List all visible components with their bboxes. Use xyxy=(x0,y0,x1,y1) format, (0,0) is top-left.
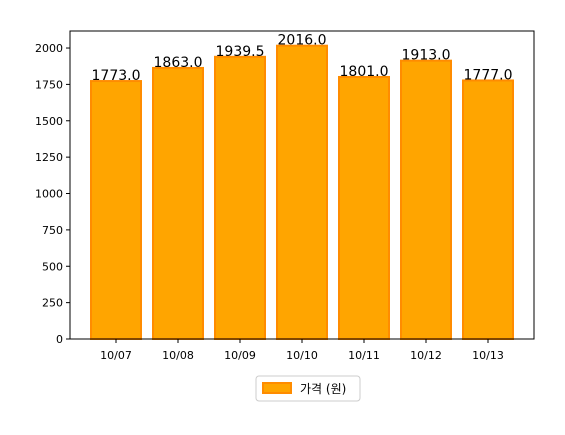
bar-10-10 xyxy=(276,44,328,341)
x-tick-label: 10/08 xyxy=(162,349,194,362)
bar-10-13 xyxy=(462,79,514,341)
data-label-10-10: 2016.0 xyxy=(278,33,327,49)
y-tick-label: 1750 xyxy=(35,78,63,91)
data-label-10-09: 1939.5 xyxy=(216,44,265,60)
y-tick-label: 500 xyxy=(42,260,63,273)
x-tick-label: 10/09 xyxy=(224,349,256,362)
legend: 가격 (원) xyxy=(255,375,361,402)
data-label-10-12: 1913.0 xyxy=(402,48,451,64)
data-label-10-07: 1773.0 xyxy=(92,68,141,84)
legend-swatch xyxy=(262,382,292,394)
y-tick-label: 1000 xyxy=(35,188,63,201)
bars xyxy=(90,44,514,341)
y-tick-label: 750 xyxy=(42,224,63,237)
y-tick-label: 2000 xyxy=(35,42,63,55)
data-labels: 1773.0 1863.0 1939.5 2016.0 1801.0 1913.0 1777… xyxy=(92,33,513,84)
x-tick-label: 10/12 xyxy=(410,349,442,362)
x-tick-label: 10/07 xyxy=(100,349,132,362)
bar-10-07 xyxy=(90,80,142,340)
data-label-10-13: 1777.0 xyxy=(464,67,513,83)
axes: 0 250 500 750 1000 1250 1500 1750 2000 10/07 10/08… xyxy=(35,30,535,362)
y-tick-label: 1250 xyxy=(35,151,63,164)
bar-10-11 xyxy=(338,75,390,341)
x-tick-label: 10/10 xyxy=(286,349,318,362)
y-tick-label: 1500 xyxy=(35,115,63,128)
y-tick-label: 250 xyxy=(42,297,63,310)
x-tick-label: 10/11 xyxy=(348,349,380,362)
bar-10-08 xyxy=(152,66,204,340)
data-label-10-11: 1801.0 xyxy=(340,64,389,80)
data-label-10-08: 1863.0 xyxy=(154,55,203,71)
bar-10-12 xyxy=(400,59,452,340)
x-tick-label: 10/13 xyxy=(472,349,504,362)
y-tick-label: 0 xyxy=(56,333,63,346)
legend-label: 가격 (원) xyxy=(300,382,346,396)
bar-10-09 xyxy=(214,55,266,340)
